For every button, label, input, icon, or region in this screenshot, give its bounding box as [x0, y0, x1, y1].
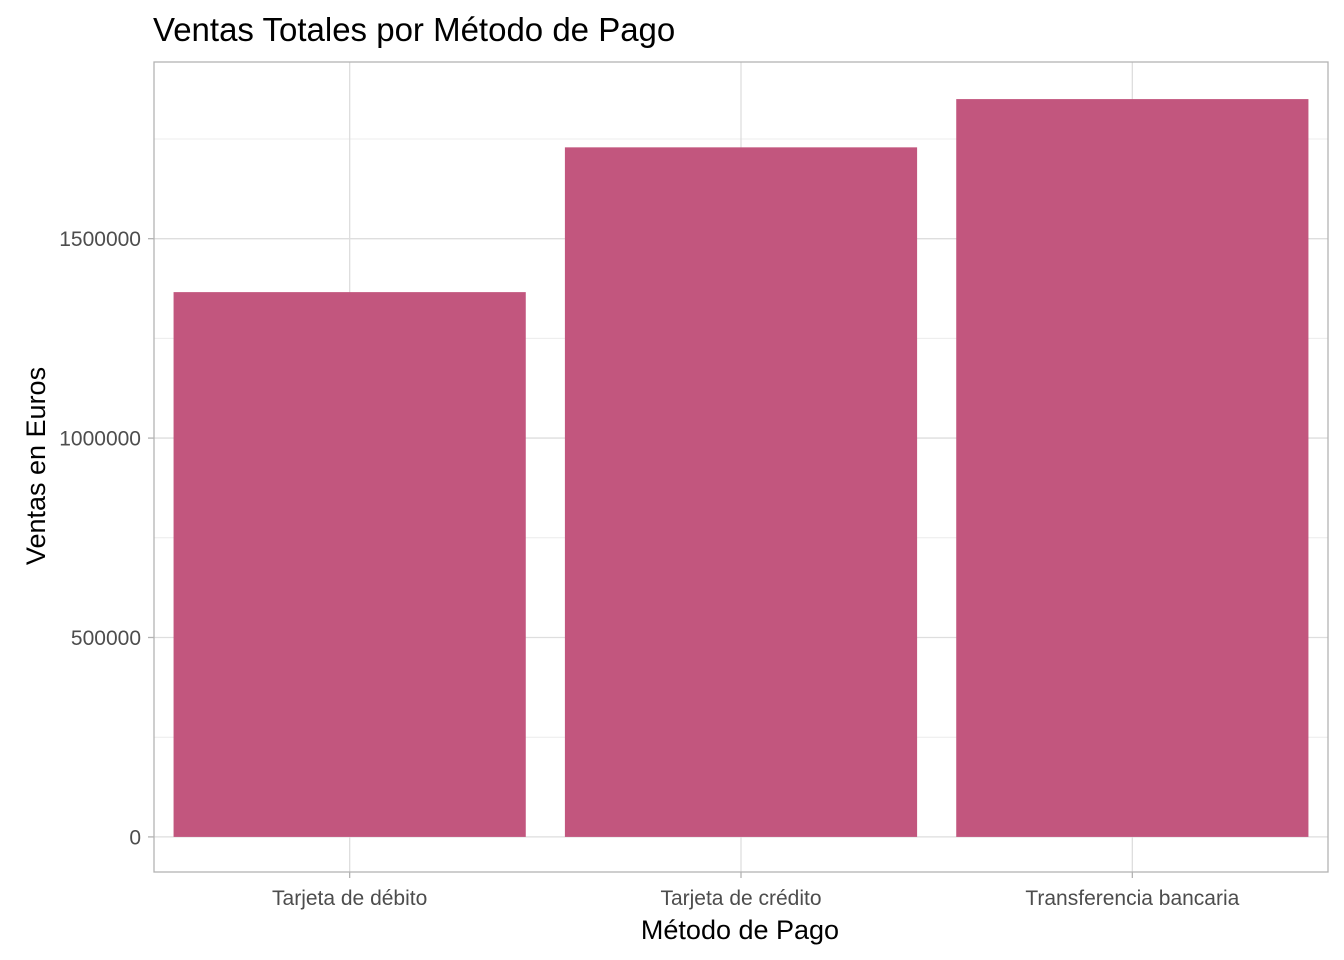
x-tick-label: Tarjeta de crédito	[660, 887, 821, 910]
x-tick-label: Tarjeta de débito	[272, 887, 427, 910]
y-tick-label: 0	[129, 826, 141, 849]
bars	[173, 99, 1309, 837]
bar	[956, 99, 1309, 837]
x-axis-title: Método de Pago	[641, 915, 839, 945]
y-tick-label: 500000	[71, 627, 141, 650]
y-tick-label: 1500000	[59, 228, 141, 251]
axis-ticks: 0 500000 1000000 1500000 Tarjeta de débito Ta…	[59, 228, 1239, 910]
bar	[173, 292, 526, 837]
y-tick-label: 1000000	[59, 428, 141, 451]
x-tick-label: Transferencia bancaria	[1025, 887, 1239, 910]
y-axis-title: Ventas en Euros	[21, 367, 51, 565]
chart-title: Ventas Totales por Método de Pago	[153, 11, 675, 48]
bar	[564, 147, 918, 837]
